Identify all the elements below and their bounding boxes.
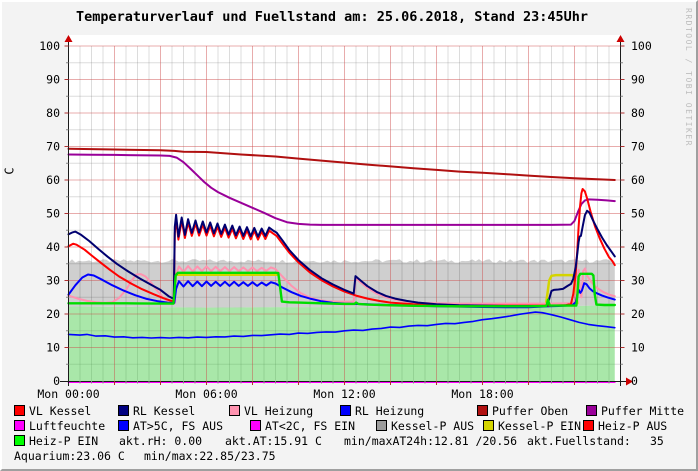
y-tick-label-left: 50 — [46, 207, 60, 221]
x-tick-label: Mon 00:00 — [37, 387, 99, 401]
series-aussentemperatur-at — [67, 311, 616, 339]
rrdtool-watermark: RRDTOOL / TOBI OETIKER — [684, 8, 693, 147]
series-puffer-mitte — [67, 153, 616, 226]
grid-minor — [68, 46, 621, 381]
y-tick-label-right: 70 — [631, 140, 645, 154]
y-tick-label-right: 10 — [631, 341, 645, 355]
x-tick-label: Mon 12:00 — [313, 387, 375, 401]
y-tick-label-right: 40 — [631, 240, 645, 254]
y-tick-label-right: 30 — [631, 274, 645, 288]
plot-background — [68, 35, 621, 381]
series-rl-kessel — [67, 209, 616, 307]
series-heiz-p-ein-aquarium — [67, 271, 616, 308]
x-tick-label: Mon 18:00 — [451, 387, 513, 401]
graph-title: Temperaturverlauf und Fuellstand am: 25.… — [75, 9, 589, 25]
y-tick-label-left: 30 — [46, 274, 60, 288]
y-tick-label-right: 100 — [631, 39, 652, 53]
y-tick-label-right: 50 — [631, 207, 645, 221]
y-tick-label-left: 90 — [46, 73, 60, 87]
y-axis-right-arrow-icon — [616, 35, 625, 42]
axis-ticks — [64, 45, 625, 385]
area-fuellstand — [68, 305, 615, 381]
area-kessel-p-aus — [68, 259, 615, 308]
y-tick-label-right: 90 — [631, 73, 645, 87]
x-tick-label: Mon 06:00 — [175, 387, 237, 401]
y-tick-label-left: 0 — [53, 374, 60, 388]
y-tick-label-right: 60 — [631, 173, 645, 187]
x-axis-arrow-icon — [626, 377, 633, 386]
y-tick-label-right: 0 — [631, 374, 638, 388]
y-tick-label-left: 20 — [46, 307, 60, 321]
y-tick-label-left: 10 — [46, 341, 60, 355]
y-axis-left-arrow-icon — [64, 35, 73, 42]
y-tick-label-left: 60 — [46, 173, 60, 187]
series-puffer-oben — [67, 147, 616, 181]
y-axis-unit-label: C — [2, 167, 17, 175]
y-tick-label-left: 40 — [46, 240, 60, 254]
y-tick-label-left: 100 — [39, 39, 60, 53]
y-tick-label-left: 80 — [46, 106, 60, 120]
y-tick-label-right: 20 — [631, 307, 645, 321]
y-tick-label-left: 70 — [46, 140, 60, 154]
y-tick-label-right: 80 — [631, 106, 645, 120]
